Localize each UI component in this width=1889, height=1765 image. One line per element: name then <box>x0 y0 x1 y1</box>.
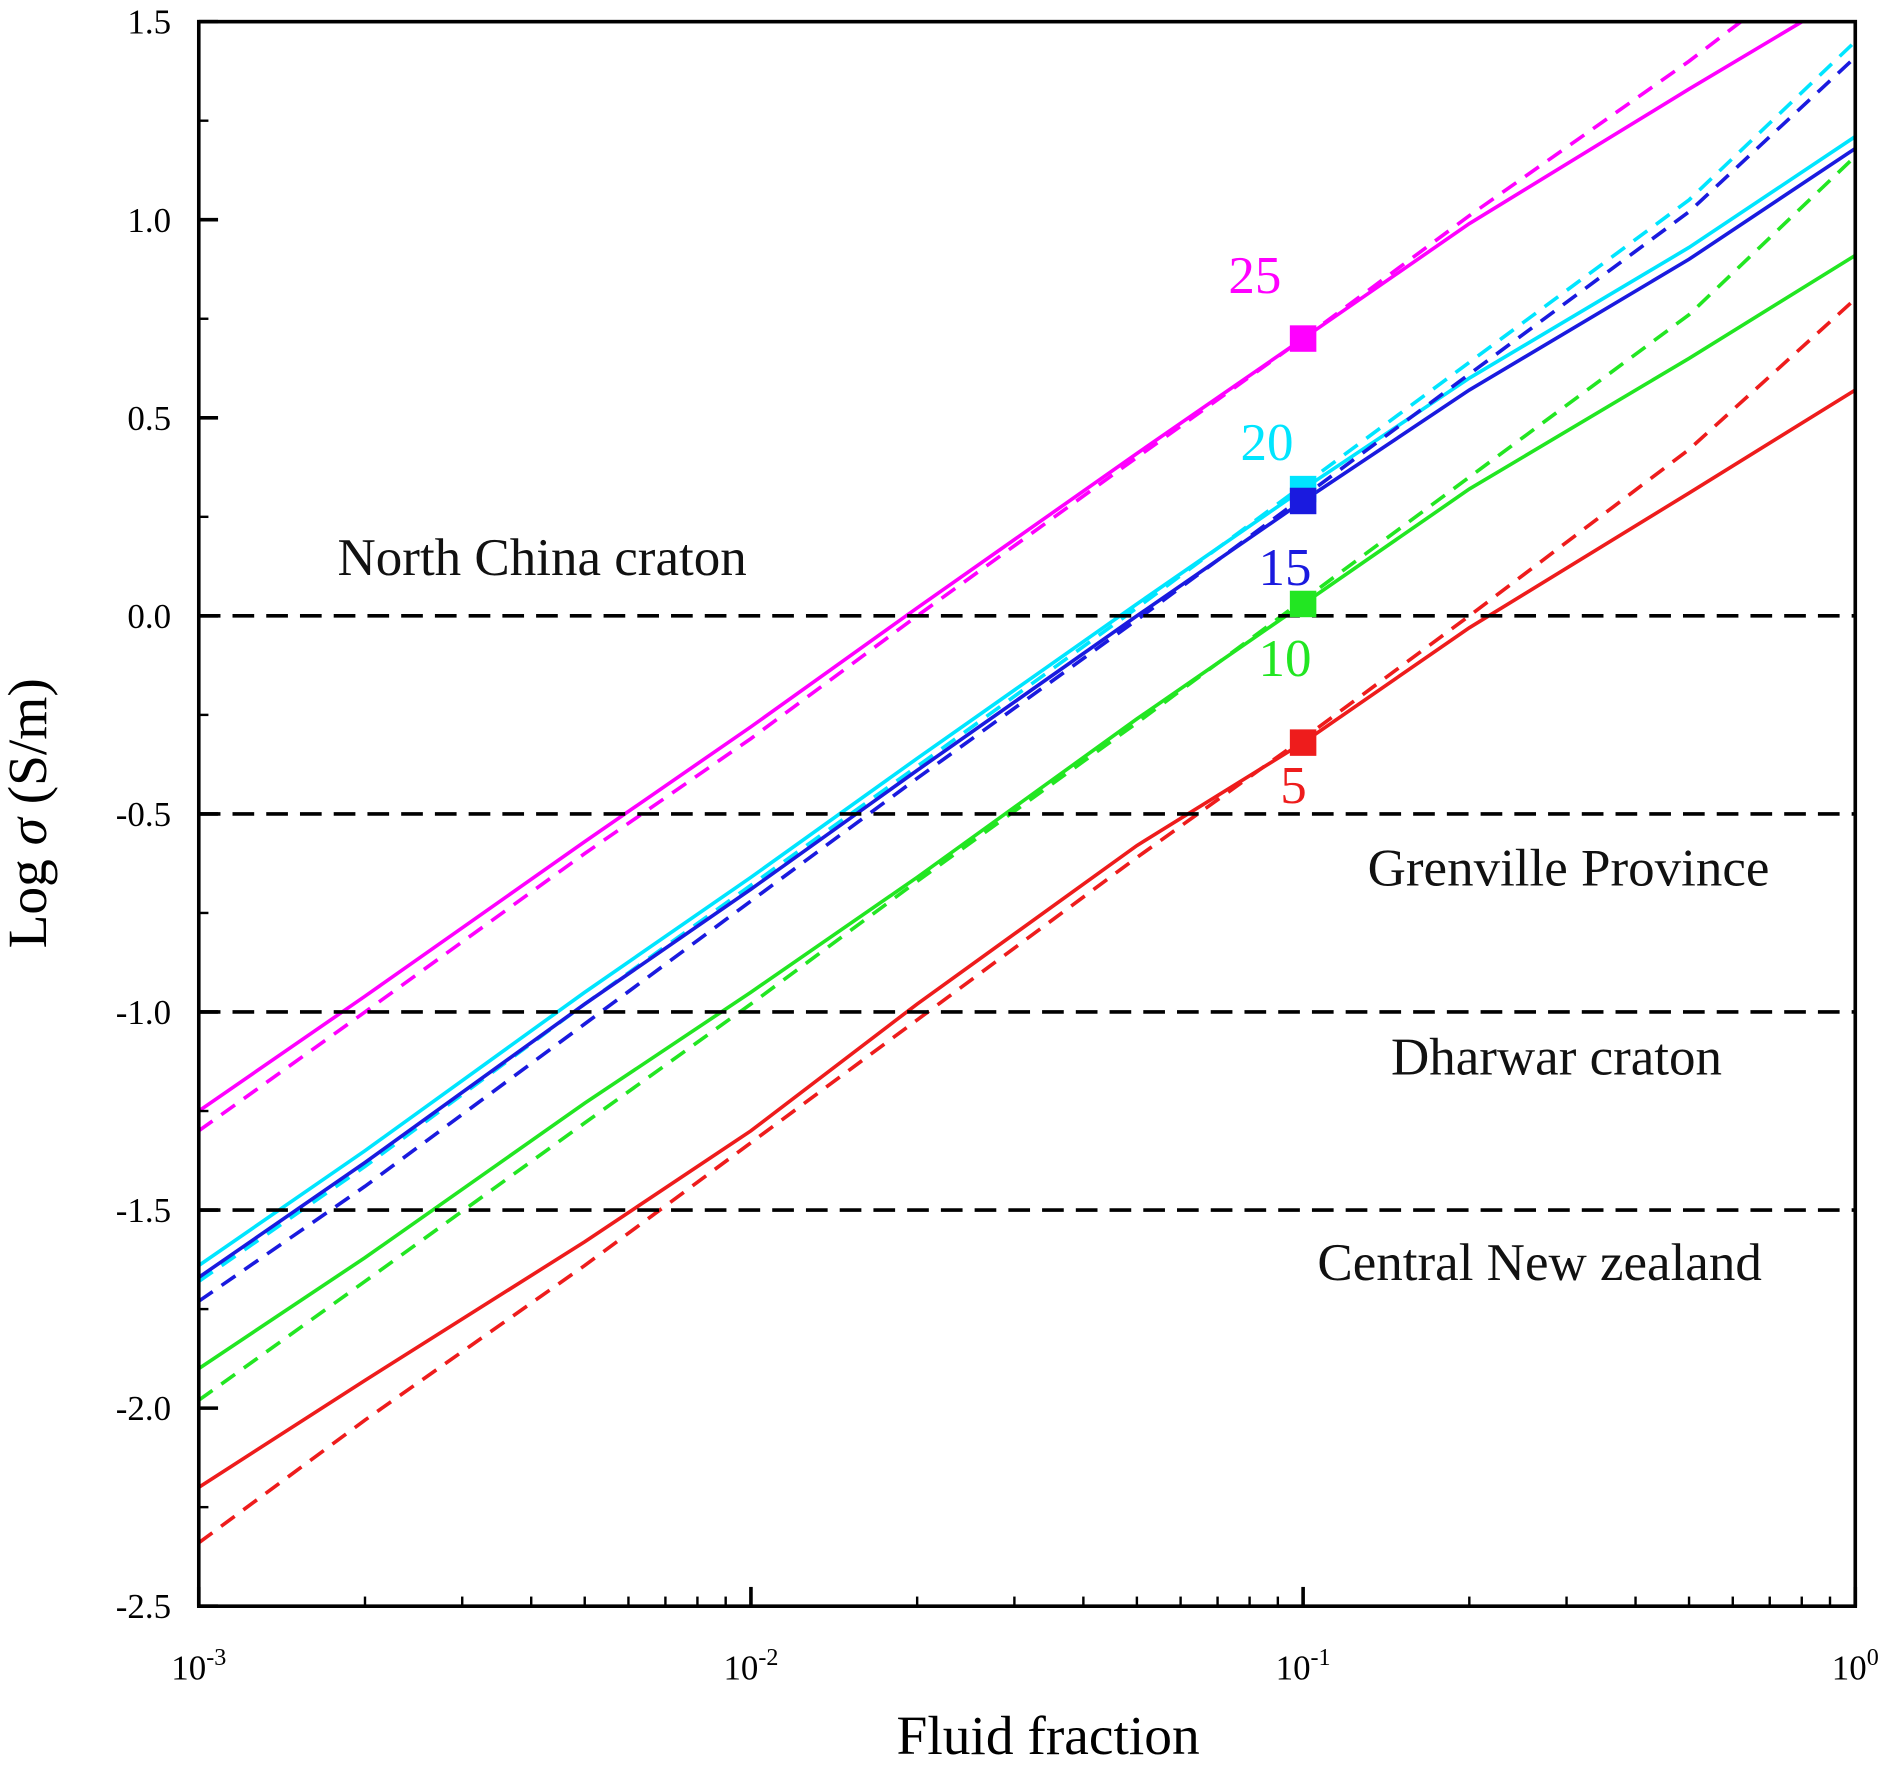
reference-label: Dharwar craton <box>1391 1028 1722 1086</box>
y-axis-label-part: σ <box>0 815 58 845</box>
point-marker <box>1289 487 1317 515</box>
y-tick-label: -1.0 <box>116 993 171 1032</box>
point-label: 25 <box>1228 247 1281 305</box>
y-tick-label: 0.5 <box>127 399 171 438</box>
x-tick-label: 10-3 <box>171 1645 226 1687</box>
x-tick-label: 100 <box>1832 1645 1879 1687</box>
y-axis-label: Log σ (S/m) <box>0 678 58 948</box>
point-label: 20 <box>1240 414 1293 472</box>
series-line <box>198 154 1856 1402</box>
y-tick-label: -2.5 <box>116 1587 171 1626</box>
y-axis-label-part: Log <box>0 845 58 948</box>
x-tick-base: 10 <box>1832 1649 1867 1688</box>
point-marker <box>1289 590 1317 618</box>
point-marker <box>1289 325 1317 352</box>
x-tick-exponent: -1 <box>1311 1645 1331 1671</box>
y-tick-label: 1.0 <box>127 201 171 240</box>
point-marker <box>1289 729 1317 756</box>
y-tick-label: -0.5 <box>116 795 171 834</box>
y-tick-label: 0.0 <box>127 597 171 636</box>
reference-label: Central New zealand <box>1317 1234 1761 1292</box>
y-tick-label: 1.5 <box>127 3 171 42</box>
series-line <box>198 40 1856 1283</box>
series-line <box>198 253 1856 1371</box>
x-tick-exponent: 0 <box>1867 1645 1879 1671</box>
x-tick-label: 10-1 <box>1276 1645 1331 1687</box>
reference-label: Grenville Province <box>1368 840 1770 898</box>
x-tick-label: 10-2 <box>723 1645 778 1687</box>
series-line <box>198 55 1856 1303</box>
plot-area <box>198 21 1856 1545</box>
reference-label: North China craton <box>338 529 747 587</box>
series-line <box>198 146 1856 1279</box>
x-tick-exponent: -3 <box>206 1645 226 1671</box>
series-line <box>198 21 1806 1113</box>
x-tick-exponent: -2 <box>758 1645 778 1671</box>
x-tick-base: 10 <box>1276 1649 1311 1688</box>
point-label: 10 <box>1259 630 1312 688</box>
series-line <box>198 21 1744 1133</box>
series-line <box>198 388 1856 1489</box>
point-label: 15 <box>1259 539 1312 597</box>
y-axis-label-part: (S/m) <box>0 678 58 818</box>
series-line <box>198 297 1856 1545</box>
y-tick-label: -1.5 <box>116 1191 171 1230</box>
x-tick-base: 10 <box>171 1649 206 1688</box>
point-label: 5 <box>1280 757 1307 815</box>
series-line <box>198 135 1856 1267</box>
x-tick-base: 10 <box>723 1649 758 1688</box>
x-axis-label: Fluid fraction <box>897 1705 1200 1765</box>
y-tick-label: -2.0 <box>116 1389 171 1428</box>
